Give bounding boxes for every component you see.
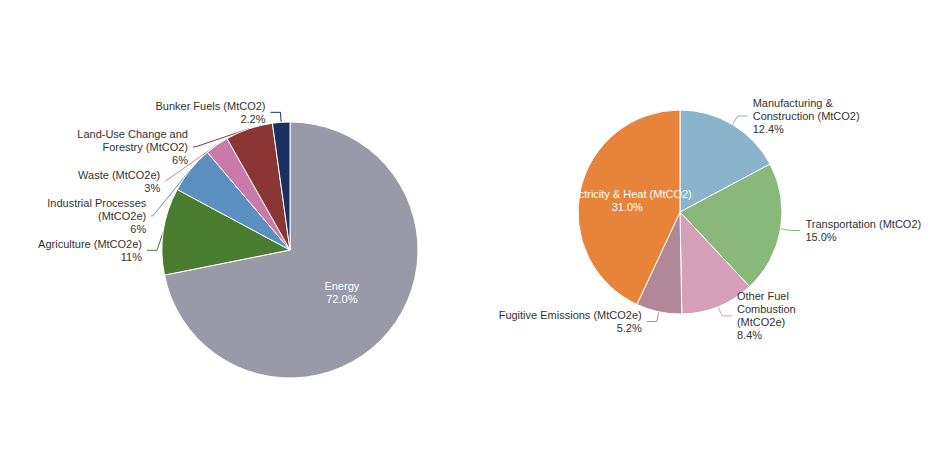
svg-text:Forestry (MtCO2): Forestry (MtCO2) bbox=[102, 141, 188, 153]
svg-text:Land-Use Change and: Land-Use Change and bbox=[77, 128, 188, 140]
svg-text:Agriculture (MtCO2e): Agriculture (MtCO2e) bbox=[38, 238, 142, 250]
svg-text:Waste (MtCO2e): Waste (MtCO2e) bbox=[78, 169, 160, 181]
svg-text:11%: 11% bbox=[121, 251, 142, 263]
svg-text:Other Fuel: Other Fuel bbox=[737, 290, 789, 302]
svg-text:12.4%: 12.4% bbox=[753, 123, 784, 135]
svg-text:Bunker Fuels (MtCO2): Bunker Fuels (MtCO2) bbox=[155, 100, 265, 112]
svg-text:Industrial Processes: Industrial Processes bbox=[47, 197, 147, 209]
svg-text:Construction (MtCO2): Construction (MtCO2) bbox=[753, 110, 860, 122]
svg-text:5.2%: 5.2% bbox=[617, 322, 642, 334]
svg-text:(MtCO2e): (MtCO2e) bbox=[737, 316, 785, 328]
svg-text:3%: 3% bbox=[144, 182, 160, 194]
svg-text:72.0%: 72.0% bbox=[326, 293, 357, 305]
svg-text:2.2%: 2.2% bbox=[240, 113, 265, 125]
svg-text:Energy: Energy bbox=[324, 280, 359, 292]
svg-text:Electricity & Heat (MtCO2): Electricity & Heat (MtCO2) bbox=[563, 188, 692, 200]
svg-text:Transportation (MtCO2): Transportation (MtCO2) bbox=[805, 218, 921, 230]
svg-text:15.0%: 15.0% bbox=[805, 231, 836, 243]
svg-text:Combustion: Combustion bbox=[737, 303, 796, 315]
svg-text:(MtCO2e): (MtCO2e) bbox=[98, 210, 146, 222]
svg-text:31.0%: 31.0% bbox=[612, 201, 643, 213]
svg-text:6%: 6% bbox=[130, 223, 146, 235]
svg-text:6%: 6% bbox=[172, 154, 188, 166]
svg-text:Manufacturing &: Manufacturing & bbox=[753, 97, 834, 109]
svg-text:Fugitive Emissions (MtCO2e): Fugitive Emissions (MtCO2e) bbox=[499, 309, 642, 321]
svg-text:8.4%: 8.4% bbox=[737, 329, 762, 341]
